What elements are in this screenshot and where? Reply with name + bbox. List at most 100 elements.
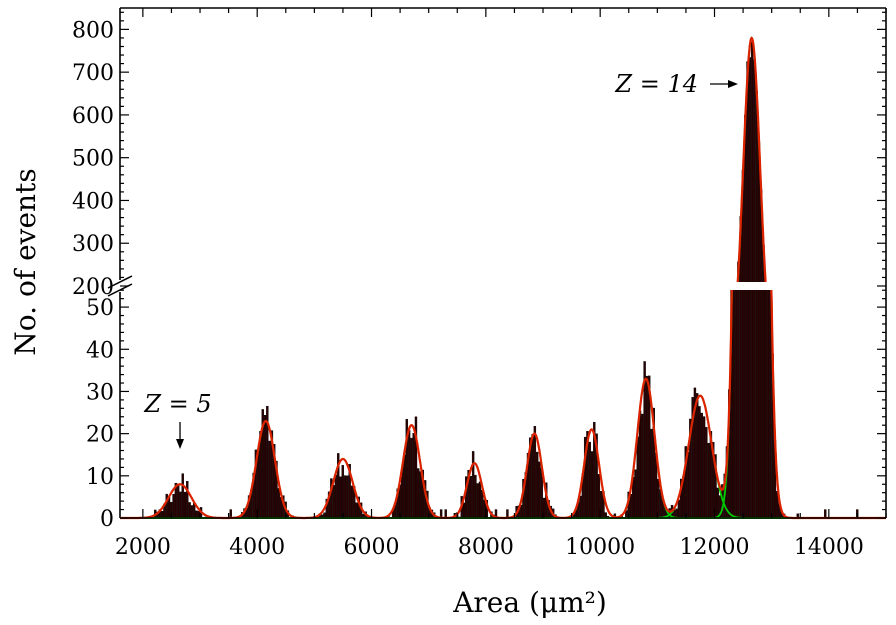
break-mark xyxy=(107,275,133,289)
y-tick-label: 800 xyxy=(72,18,114,43)
histogram-bars xyxy=(154,41,859,519)
histogram-bar xyxy=(403,454,406,519)
x-tick-label: 2000 xyxy=(115,535,171,560)
histogram-bar xyxy=(741,169,745,519)
histogram-bar xyxy=(700,412,703,519)
histogram-bar xyxy=(696,393,699,519)
histogram-bar xyxy=(686,451,690,519)
histogram-bar xyxy=(739,216,742,519)
histogram-bar xyxy=(588,441,591,519)
histogram-bar xyxy=(263,415,267,519)
histogram-bar xyxy=(186,481,189,519)
y-tick-label: 300 xyxy=(72,232,114,257)
histogram-bar xyxy=(341,465,344,519)
histogram-bar xyxy=(675,508,678,519)
x-tick-label: 14000 xyxy=(794,535,864,560)
axis-break-gap xyxy=(121,282,885,290)
histogram-bar xyxy=(766,285,770,519)
histogram-bar xyxy=(181,473,184,519)
histogram-bar xyxy=(707,442,710,519)
histogram-bar xyxy=(339,476,342,519)
histogram-bar xyxy=(183,491,187,519)
histogram-bar xyxy=(755,90,758,519)
histogram-bar xyxy=(716,487,719,519)
annotation-z14-label: Z = 14 xyxy=(614,70,698,98)
histogram-bar xyxy=(677,499,681,519)
x-tick-label: 10000 xyxy=(565,535,635,560)
histogram-bar xyxy=(590,451,594,519)
annotations: Z = 5 Z = 14 xyxy=(143,70,738,449)
histogram-bar xyxy=(474,474,477,519)
histogram-bar xyxy=(650,428,653,519)
histogram-bar xyxy=(195,510,198,519)
histogram-bar xyxy=(346,475,349,519)
histogram-bar xyxy=(636,436,639,519)
histogram-bar xyxy=(531,434,534,519)
histogram-bar xyxy=(657,478,660,519)
histogram-bar xyxy=(629,494,633,519)
histogram-bar xyxy=(332,485,335,519)
plot-frame xyxy=(119,7,887,519)
histogram-bar xyxy=(744,114,747,519)
histogram-bar xyxy=(407,430,411,519)
histogram-bar xyxy=(750,41,754,519)
y-tick-label: 0 xyxy=(100,507,114,532)
y-axis-title: No. of events xyxy=(9,168,42,355)
histogram-bar xyxy=(538,461,541,519)
histogram-bar xyxy=(172,494,175,519)
histogram-bar xyxy=(535,451,539,519)
y-tick-label: 500 xyxy=(72,147,114,172)
histogram-bar xyxy=(478,481,482,519)
histogram-bar xyxy=(160,510,164,519)
y-tick-label: 200 xyxy=(72,275,114,300)
y-tick-label: 600 xyxy=(72,104,114,129)
histogram-bar xyxy=(229,509,232,519)
x-tick-label: 12000 xyxy=(680,535,750,560)
histogram-bar xyxy=(757,141,761,519)
histogram-bar xyxy=(634,469,637,519)
histogram-bar xyxy=(705,427,708,519)
histogram-bar xyxy=(533,426,537,519)
histogram-bar xyxy=(343,475,347,519)
histogram-bar xyxy=(419,471,422,519)
histogram-bar xyxy=(702,416,706,519)
x-axis-ticks: 2000 4000 6000 8000 10000 12000 14000 xyxy=(115,8,887,560)
histogram-bar xyxy=(417,468,420,519)
histogram-bar xyxy=(764,285,767,519)
histogram-bar xyxy=(469,475,473,519)
y-tick-label: 30 xyxy=(86,380,114,405)
histogram-bar xyxy=(734,285,738,519)
histogram-bar xyxy=(190,505,194,519)
histogram-bar xyxy=(641,413,644,519)
histogram-bar xyxy=(471,451,475,519)
y-tick-label: 50 xyxy=(86,296,114,321)
annotation-z5-label: Z = 5 xyxy=(143,390,211,418)
histogram-bar xyxy=(476,483,479,519)
histogram-bar xyxy=(462,502,466,519)
x-axis-title: Area (μm²) xyxy=(452,586,607,619)
histogram-bar xyxy=(732,285,735,519)
annotation-z5-arrowhead xyxy=(176,439,185,449)
x-tick-label: 8000 xyxy=(458,535,514,560)
histogram-bar xyxy=(645,375,649,519)
histogram-bar xyxy=(350,485,354,519)
y-tick-label: 20 xyxy=(86,423,114,448)
histogram-bar xyxy=(824,509,827,519)
histogram-bar xyxy=(179,491,182,519)
histogram-bar xyxy=(579,495,582,519)
histogram-bar xyxy=(355,502,358,519)
histogram-bar xyxy=(176,483,180,519)
y-tick-label: 10 xyxy=(86,465,114,490)
histogram-bar xyxy=(188,502,191,519)
y-tick-label: 40 xyxy=(86,338,114,363)
histogram-bar xyxy=(268,440,271,519)
histogram-bar xyxy=(444,509,447,519)
histogram-bar xyxy=(412,433,415,519)
y-tick-label: 400 xyxy=(72,189,114,214)
histogram-bar xyxy=(638,410,642,519)
histogram-bar xyxy=(410,437,413,519)
histogram-bar xyxy=(698,406,701,519)
histogram-bar xyxy=(737,261,740,519)
